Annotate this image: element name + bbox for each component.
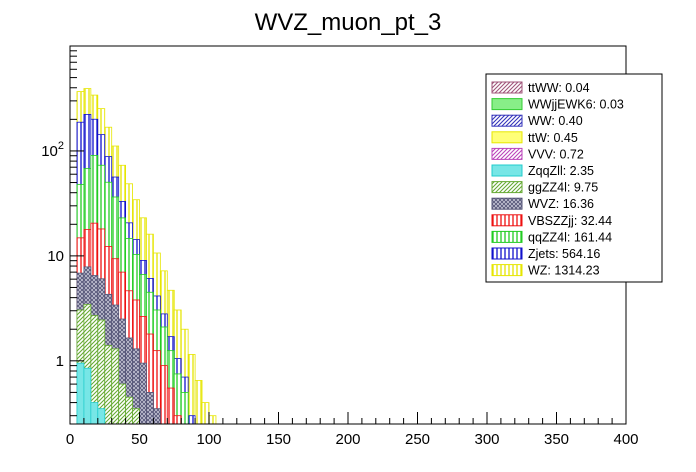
legend-label-WWjjEWK6: WWjjEWK6: 0.03: [528, 98, 624, 112]
legend-swatch-WWjjEWK6: [491, 98, 523, 111]
bar-ggZZ4l-bin-5: [104, 345, 113, 425]
bar-ggZZ4l-bin-7: [118, 383, 127, 425]
legend-label-WW: WW: 0.40: [528, 114, 583, 128]
bar-ggZZ4l-bin-6: [111, 348, 120, 425]
bar-WVZ-bin-10: [139, 362, 147, 425]
x-tick-label: 300: [474, 431, 499, 448]
bar-ZqqZll-bin-4: [97, 408, 106, 425]
legend-swatch-ZqqZll: [491, 164, 523, 177]
legend-swatch-WW: [491, 114, 523, 127]
legend-label-VBSZZjj: VBSZZjj: 32.44: [528, 214, 612, 228]
legend-swatch-WVZ: [491, 197, 523, 210]
x-tick-label: 350: [544, 431, 569, 448]
bar-WVZ-bin-12: [152, 408, 161, 425]
bar-VBSZZjj-bin-14: [166, 387, 175, 425]
legend-swatch-ttWW: [491, 81, 523, 94]
x-tick-label: 100: [196, 431, 221, 448]
histogram-bars: [76, 88, 217, 425]
legend-swatch-VBSZZjj: [491, 214, 523, 227]
legend-label-Zjets: Zjets: 564.16: [528, 247, 600, 261]
series-ggZZ4l: [76, 303, 140, 425]
x-tick-label: 200: [335, 431, 360, 448]
bar-VBSZZjj-bin-13: [159, 365, 168, 425]
legend-swatch-Zjets: [491, 247, 523, 260]
bar-ZqqZll-bin-2: [83, 367, 92, 425]
y-tick-label: 10: [47, 248, 64, 265]
legend-label-WZ: WZ: 1314.23: [528, 264, 600, 278]
bar-WZ-bin-18: [194, 380, 203, 425]
y-tick-exponent: 2: [58, 140, 64, 152]
legend-label-ttW: ttW: 0.45: [528, 131, 578, 145]
y-tick-base: 10: [47, 248, 64, 265]
legend-swatch-VVV: [491, 147, 523, 160]
legend-label-qqZZ4l: qqZZ4l: 161.44: [528, 230, 612, 244]
y-tick-base: 10: [41, 143, 58, 160]
bar-ZqqZll-bin-1: [76, 362, 85, 425]
legend-swatch-qqZZ4l: [491, 230, 523, 243]
chart-title: WVZ_muon_pt_3: [255, 9, 442, 36]
legend-label-VVV: VVV: 0.72: [528, 147, 584, 161]
bar-WZ-bin-17: [187, 354, 196, 425]
bar-WVZ-bin-11: [146, 392, 154, 425]
legend-label-ggZZ4l: ggZZ4l: 9.75: [528, 181, 598, 195]
legend-swatch-WZ: [491, 264, 523, 277]
y-tick-label: 1: [56, 353, 64, 370]
legend-label-ZqqZll: ZqqZll: 2.35: [528, 164, 594, 178]
bar-qqZZ4l-bin-16: [180, 392, 189, 425]
bar-WZ-bin-19: [201, 402, 210, 425]
x-tick-label: 0: [66, 431, 74, 448]
bar-ggZZ4l-bin-8: [125, 396, 133, 425]
y-tick-base: 1: [56, 353, 64, 370]
bar-VBSZZjj-bin-15: [173, 415, 182, 425]
legend-label-ttWW: ttWW: 0.04: [528, 81, 590, 95]
bar-ZqqZll-bin-3: [90, 402, 99, 425]
x-tick-label: 400: [613, 431, 638, 448]
legend-swatch-ggZZ4l: [491, 181, 523, 194]
bar-Zjets-bin-17: [187, 415, 196, 425]
bar-WZ-bin-20: [208, 415, 217, 425]
bar-ggZZ4l-bin-9: [132, 408, 140, 425]
legend: ttWW: 0.04 WWjjEWK6: 0.03 WW: 0.40 ttW: 0.4…: [485, 73, 663, 283]
legend-label-WVZ: WVZ: 16.36: [528, 197, 594, 211]
y-tick-label: 102: [41, 140, 64, 160]
legend-swatch-ttW: [491, 131, 523, 144]
x-tick-label: 150: [266, 431, 291, 448]
x-tick-label: 50: [131, 431, 148, 448]
x-tick-label: 250: [405, 431, 430, 448]
